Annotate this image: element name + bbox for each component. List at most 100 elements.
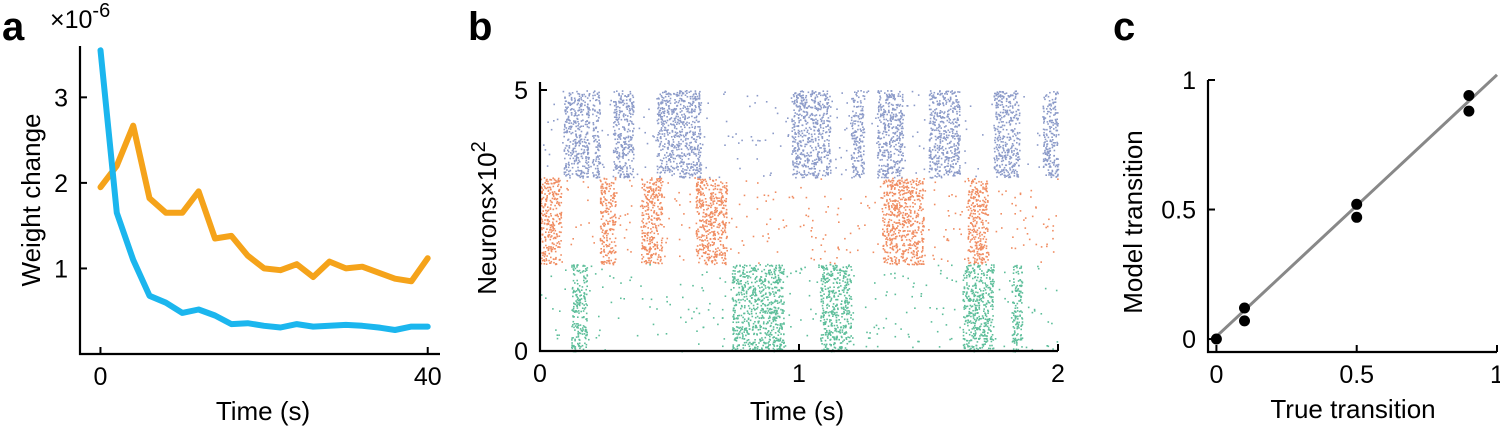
spike-dot <box>587 103 589 106</box>
spike-dot <box>644 210 647 212</box>
spike-dot <box>945 125 947 127</box>
spike-dot <box>629 90 632 93</box>
spike-dot <box>592 159 595 161</box>
spike-dot <box>672 108 674 111</box>
spike-dot <box>945 172 948 174</box>
spike-dot <box>593 137 595 139</box>
spike-dot <box>600 180 602 183</box>
spike-dot <box>818 132 821 134</box>
spike-dot <box>641 212 644 214</box>
spike-dot <box>805 155 808 157</box>
spike-dot <box>650 248 652 250</box>
spike-dot <box>948 157 950 160</box>
spike-dot <box>597 112 599 114</box>
spike-dot <box>951 146 953 148</box>
spike-dot <box>1001 95 1003 97</box>
spike-dot <box>823 120 825 122</box>
spike-dot <box>557 185 559 187</box>
spike-dot <box>545 200 548 202</box>
spike-dot <box>671 143 673 146</box>
spike-dot <box>823 106 825 109</box>
spike-dot <box>850 119 853 122</box>
spike-dot <box>603 191 605 193</box>
spike-dot <box>710 260 713 262</box>
spike-dot <box>929 161 931 163</box>
spike-dot <box>1046 225 1049 228</box>
spike-dot <box>1046 243 1048 246</box>
spike-dot <box>858 155 860 158</box>
spike-dot <box>675 200 678 202</box>
spike-dot <box>880 197 882 199</box>
spike-dot <box>1043 142 1046 144</box>
spike-dot <box>584 101 586 104</box>
spike-dot <box>553 261 555 264</box>
spike-dot <box>811 249 814 251</box>
spike-dot <box>563 167 566 169</box>
spike-dot <box>726 188 728 191</box>
spike-dot <box>1008 96 1011 98</box>
spike-dot <box>956 160 959 163</box>
spike-dot <box>828 143 830 145</box>
spike-dot <box>687 138 689 140</box>
spike-dot <box>711 241 714 243</box>
spike-dot <box>680 165 682 168</box>
spike-dot <box>660 211 663 214</box>
spike-dot <box>674 145 676 147</box>
spike-dot <box>939 103 942 105</box>
spike-dot <box>643 247 645 249</box>
spike-dot <box>689 148 692 150</box>
spike-dot <box>608 185 611 188</box>
spike-dot <box>581 95 584 97</box>
spike-dot <box>597 148 599 151</box>
spike-dot <box>596 175 599 178</box>
spike-dot <box>928 157 931 159</box>
spike-dot <box>969 245 972 248</box>
spike-dot <box>997 158 1000 160</box>
spike-dot <box>657 103 660 105</box>
spike-dot <box>828 145 830 147</box>
spike-dot <box>625 99 628 101</box>
spike-dot <box>997 106 999 109</box>
spike-dot <box>857 105 860 108</box>
spike-dot <box>837 207 840 210</box>
spike-dot <box>605 232 607 235</box>
spike-dot <box>1049 160 1052 162</box>
spike-dot <box>695 197 698 199</box>
spike-dot <box>899 132 902 134</box>
spike-dot <box>881 176 883 179</box>
spike-dot <box>643 238 646 241</box>
spike-dot <box>582 125 584 127</box>
spike-dot <box>578 140 580 142</box>
spike-dot <box>934 163 937 166</box>
spike-dot <box>887 156 890 158</box>
spike-dot <box>659 202 661 205</box>
spike-dot <box>1008 139 1011 141</box>
spike-dot <box>1009 102 1012 105</box>
spike-dot <box>666 109 669 112</box>
spike-dot <box>1035 206 1037 208</box>
spike-dot <box>629 149 631 151</box>
spike-dot <box>598 142 600 145</box>
spike-dot <box>901 186 903 188</box>
spike-dot <box>818 133 820 135</box>
spike-dot <box>813 258 815 261</box>
spike-dot <box>684 175 687 178</box>
spike-dot <box>882 112 884 115</box>
spike-dot <box>666 99 668 102</box>
spike-dot <box>697 146 699 148</box>
spike-dot <box>799 93 801 95</box>
spike-dot <box>656 214 659 216</box>
spike-dot <box>1004 151 1006 154</box>
spike-dot <box>853 105 855 108</box>
spike-dot <box>574 145 577 147</box>
spike-dot <box>565 106 567 109</box>
spike-dot <box>1053 128 1055 130</box>
spike-dot <box>1053 159 1056 162</box>
spike-dot <box>807 91 810 94</box>
spike-dot <box>667 95 670 98</box>
spike-dot <box>711 212 713 215</box>
spike-dot <box>642 226 645 228</box>
spike-dot <box>1054 165 1057 168</box>
spike-dot <box>698 92 700 95</box>
spike-dot <box>558 190 560 192</box>
